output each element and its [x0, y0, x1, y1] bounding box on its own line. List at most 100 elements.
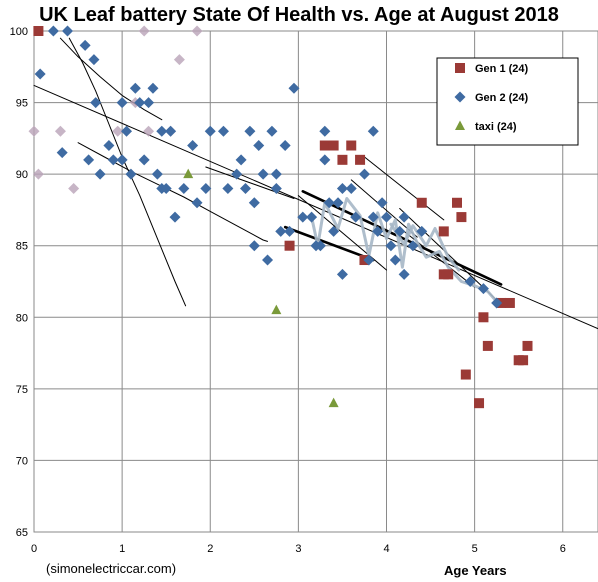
data-point: [319, 154, 331, 166]
y-tick-label: 75: [16, 384, 28, 396]
trend-line: [389, 222, 461, 272]
data-point: [363, 254, 375, 266]
data-point: [482, 340, 493, 351]
data-point: [262, 254, 274, 266]
data-point: [328, 397, 339, 408]
trend-line: [205, 166, 295, 199]
y-tick-label: 90: [16, 169, 28, 181]
faded-layer: [28, 25, 203, 194]
data-point: [191, 197, 203, 209]
data-point: [116, 97, 128, 109]
data-point: [477, 283, 489, 295]
data-point: [34, 68, 46, 80]
data-point: [491, 297, 503, 309]
legend-marker: [455, 63, 465, 73]
data-point: [464, 276, 476, 287]
data-point: [187, 140, 199, 152]
data-point: [107, 154, 119, 166]
trend-line: [59, 37, 163, 121]
data-point: [33, 26, 44, 36]
data-point: [138, 154, 150, 166]
legend: Gen 1 (24) Gen 2 (24) taxi (24): [436, 57, 579, 146]
y-tick-label: 85: [16, 241, 28, 253]
data-point: [121, 125, 133, 137]
data-point: [88, 54, 100, 66]
x-tick-label: 3: [295, 543, 301, 555]
data-point: [248, 240, 260, 252]
data-point: [394, 225, 406, 237]
y-tick-label: 100: [10, 26, 28, 38]
y-tick-label: 95: [16, 98, 28, 110]
data-point: [522, 340, 533, 351]
tick-layer: 65 70 75 80 85 90 95 100 0 1 2 3 4 5 6: [10, 26, 566, 555]
data-point: [270, 182, 282, 194]
data-point: [151, 168, 163, 180]
data-point: [222, 182, 234, 194]
data-point: [147, 82, 159, 94]
data-point: [253, 140, 265, 152]
data-point: [336, 182, 348, 194]
data-point: [94, 168, 106, 180]
data-point: [504, 297, 515, 308]
x-tick-label: 6: [560, 543, 566, 555]
data-point: [398, 268, 410, 280]
data-point: [217, 125, 229, 137]
data-point: [336, 268, 348, 280]
trend-line: [283, 225, 375, 262]
legend-label: taxi (24): [475, 121, 517, 133]
data-point: [443, 269, 454, 280]
data-point: [518, 355, 529, 366]
faded-data-point: [143, 125, 155, 137]
data-point: [83, 154, 95, 166]
data-point: [416, 225, 428, 237]
data-point: [244, 125, 256, 137]
data-point: [367, 211, 379, 223]
y-tick-label: 70: [16, 455, 28, 467]
data-point: [328, 140, 339, 151]
data-point: [156, 125, 168, 137]
data-point: [346, 140, 357, 151]
trend-line: [68, 37, 187, 307]
trend-line: [310, 197, 499, 303]
data-point: [398, 211, 410, 223]
data-point: [248, 197, 260, 209]
data-point: [79, 39, 91, 51]
data-point: [452, 197, 462, 208]
legend-label: Gen 1 (24): [475, 63, 529, 75]
data-point: [116, 154, 128, 166]
legend-marker: [455, 120, 465, 130]
x-tick-label: 0: [31, 543, 37, 555]
plot-frame: [33, 30, 598, 533]
data-point: [416, 197, 427, 208]
data-point: [178, 182, 190, 194]
faded-data-point: [68, 182, 80, 194]
data-point: [90, 97, 102, 109]
source-credit: (simonelectriccar.com): [46, 561, 177, 576]
data-point: [337, 154, 348, 165]
trend-line: [364, 156, 445, 221]
data-point: [358, 168, 370, 180]
data-point: [61, 25, 73, 37]
data-point: [381, 211, 392, 223]
data-point: [271, 304, 282, 315]
data-point: [103, 140, 115, 152]
faded-data-point: [54, 125, 66, 137]
data-point: [240, 182, 251, 194]
data-point: [474, 398, 485, 409]
y-tick-label: 65: [16, 527, 28, 539]
data-point: [460, 369, 471, 380]
data-point: [165, 125, 177, 137]
legend-label: Gen 2 (24): [475, 92, 529, 104]
data-point: [355, 154, 366, 165]
data-point: [134, 97, 146, 109]
data-point: [169, 211, 181, 223]
data-point: [314, 240, 326, 252]
data-point: [125, 168, 137, 180]
y-tick-label: 80: [16, 312, 28, 324]
data-point: [279, 140, 291, 152]
trend-line: [301, 190, 503, 286]
x-axis-label: Age Years: [444, 563, 507, 578]
faded-data-point: [138, 25, 150, 37]
data-point: [257, 168, 269, 180]
